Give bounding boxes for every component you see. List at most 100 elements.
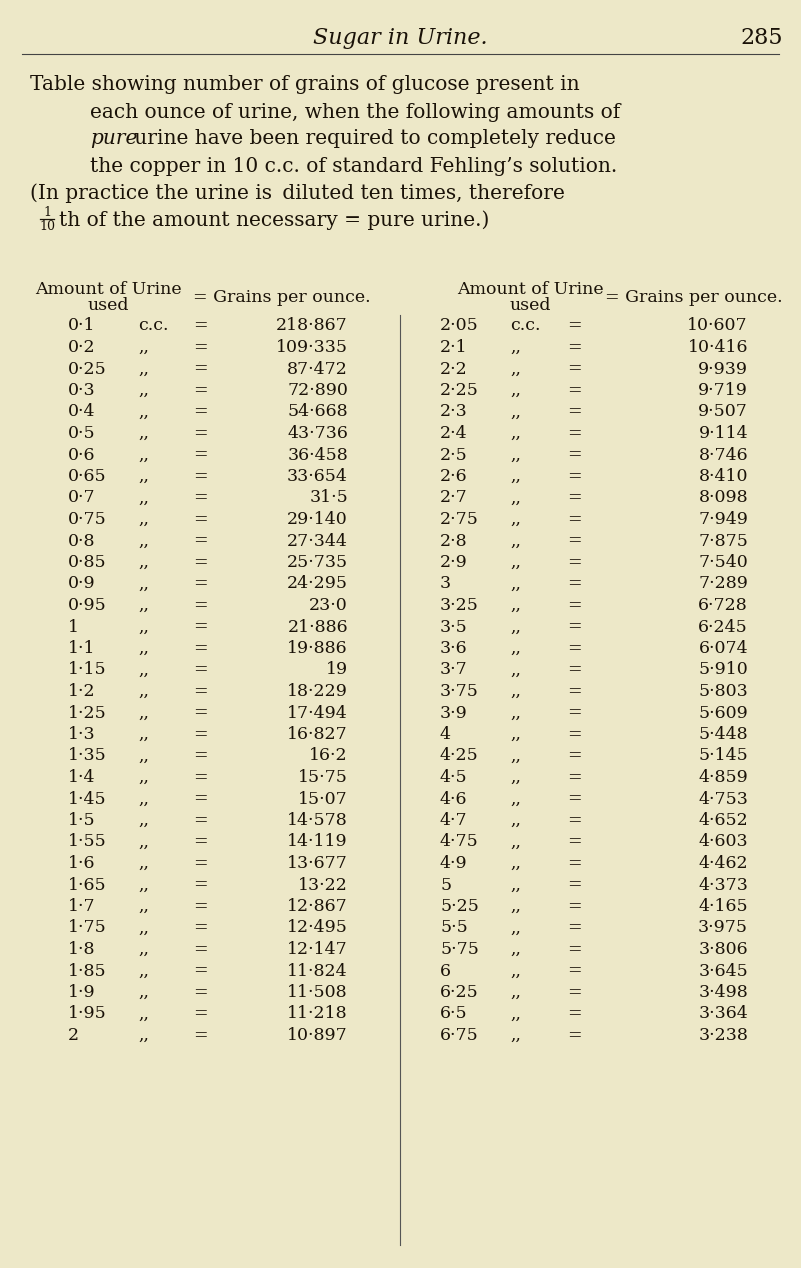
Text: 2·3: 2·3 bbox=[440, 403, 468, 421]
Text: ,,: ,, bbox=[510, 403, 521, 421]
Text: 10·416: 10·416 bbox=[687, 339, 748, 356]
Text: =: = bbox=[193, 533, 207, 549]
Text: =: = bbox=[566, 425, 582, 443]
Text: =: = bbox=[193, 403, 207, 421]
Text: 27·344: 27·344 bbox=[287, 533, 348, 549]
Text: 25·735: 25·735 bbox=[287, 554, 348, 571]
Text: 3·75: 3·75 bbox=[440, 683, 479, 700]
Text: =: = bbox=[566, 790, 582, 808]
Text: 14·578: 14·578 bbox=[288, 812, 348, 829]
Text: ,,: ,, bbox=[138, 446, 149, 464]
Text: =: = bbox=[566, 1006, 582, 1022]
Text: 9·719: 9·719 bbox=[698, 382, 748, 399]
Text: 0·7: 0·7 bbox=[68, 489, 95, 506]
Text: 36·458: 36·458 bbox=[288, 446, 348, 464]
Text: 2·05: 2·05 bbox=[440, 317, 479, 335]
Text: 23·0: 23·0 bbox=[309, 597, 348, 614]
Text: =: = bbox=[566, 768, 582, 786]
Text: =: = bbox=[193, 511, 207, 527]
Text: 3·498: 3·498 bbox=[698, 984, 748, 1000]
Text: =: = bbox=[566, 339, 582, 356]
Text: 9·507: 9·507 bbox=[698, 403, 748, 421]
Text: 7·875: 7·875 bbox=[698, 533, 748, 549]
Text: ,,: ,, bbox=[138, 360, 149, 378]
Text: 6: 6 bbox=[440, 962, 451, 979]
Text: 3·238: 3·238 bbox=[698, 1027, 748, 1044]
Text: 7·540: 7·540 bbox=[698, 554, 748, 571]
Text: = Grains per ounce.: = Grains per ounce. bbox=[606, 289, 783, 307]
Text: ,,: ,, bbox=[138, 489, 149, 506]
Text: 1·2: 1·2 bbox=[68, 683, 95, 700]
Text: ,,: ,, bbox=[510, 941, 521, 959]
Text: =: = bbox=[566, 1027, 582, 1044]
Text: 9·114: 9·114 bbox=[698, 425, 748, 443]
Text: 4: 4 bbox=[440, 727, 451, 743]
Text: =: = bbox=[566, 489, 582, 506]
Text: 21·886: 21·886 bbox=[288, 619, 348, 635]
Text: ,,: ,, bbox=[510, 533, 521, 549]
Text: =: = bbox=[566, 511, 582, 527]
Text: =: = bbox=[193, 317, 207, 335]
Text: 13·22: 13·22 bbox=[298, 876, 348, 894]
Text: 1·75: 1·75 bbox=[68, 919, 107, 937]
Text: =: = bbox=[566, 941, 582, 959]
Text: (In practice the urine is  diluted ten times, therefore: (In practice the urine is diluted ten ti… bbox=[30, 183, 565, 203]
Text: =: = bbox=[193, 576, 207, 592]
Text: c.c.: c.c. bbox=[510, 317, 541, 335]
Text: 18·229: 18·229 bbox=[287, 683, 348, 700]
Text: 3·7: 3·7 bbox=[440, 662, 468, 678]
Text: 1·4: 1·4 bbox=[68, 768, 95, 786]
Text: =: = bbox=[193, 468, 207, 484]
Text: 6·5: 6·5 bbox=[440, 1006, 468, 1022]
Text: 4·859: 4·859 bbox=[698, 768, 748, 786]
Text: ,,: ,, bbox=[510, 662, 521, 678]
Text: ,,: ,, bbox=[510, 446, 521, 464]
Text: 6·728: 6·728 bbox=[698, 597, 748, 614]
Text: ,,: ,, bbox=[510, 1006, 521, 1022]
Text: =: = bbox=[566, 533, 582, 549]
Text: 1·35: 1·35 bbox=[68, 748, 107, 765]
Text: 2·25: 2·25 bbox=[440, 382, 479, 399]
Text: =: = bbox=[566, 446, 582, 464]
Text: =: = bbox=[193, 962, 207, 979]
Text: ,,: ,, bbox=[138, 403, 149, 421]
Text: 2·2: 2·2 bbox=[440, 360, 468, 378]
Text: ,,: ,, bbox=[138, 576, 149, 592]
Text: ,,: ,, bbox=[510, 705, 521, 721]
Text: 0·9: 0·9 bbox=[68, 576, 95, 592]
Text: 4·462: 4·462 bbox=[698, 855, 748, 872]
Text: 5·75: 5·75 bbox=[440, 941, 479, 959]
Text: =: = bbox=[193, 640, 207, 657]
Text: Amount of Urine: Amount of Urine bbox=[457, 281, 603, 298]
Text: 5·803: 5·803 bbox=[698, 683, 748, 700]
Text: 87·472: 87·472 bbox=[287, 360, 348, 378]
Text: ,,: ,, bbox=[138, 790, 149, 808]
Text: ,,: ,, bbox=[510, 768, 521, 786]
Text: ,,: ,, bbox=[138, 1006, 149, 1022]
Text: =: = bbox=[193, 683, 207, 700]
Text: =: = bbox=[566, 683, 582, 700]
Text: Amount of Urine: Amount of Urine bbox=[34, 281, 181, 298]
Text: ,,: ,, bbox=[510, 727, 521, 743]
Text: 19·886: 19·886 bbox=[288, 640, 348, 657]
Text: 0·25: 0·25 bbox=[68, 360, 107, 378]
Text: 6·245: 6·245 bbox=[698, 619, 748, 635]
Text: 54·668: 54·668 bbox=[288, 403, 348, 421]
Text: 2·8: 2·8 bbox=[440, 533, 468, 549]
Text: 11·824: 11·824 bbox=[288, 962, 348, 979]
Text: 12·495: 12·495 bbox=[287, 919, 348, 937]
Text: =: = bbox=[193, 597, 207, 614]
Text: 15·75: 15·75 bbox=[298, 768, 348, 786]
Text: 29·140: 29·140 bbox=[288, 511, 348, 527]
Text: ,,: ,, bbox=[138, 619, 149, 635]
Text: =: = bbox=[566, 619, 582, 635]
Text: 1·15: 1·15 bbox=[68, 662, 107, 678]
Text: 1·45: 1·45 bbox=[68, 790, 107, 808]
Text: ,,: ,, bbox=[138, 597, 149, 614]
Text: ,,: ,, bbox=[138, 511, 149, 527]
Text: 7·949: 7·949 bbox=[698, 511, 748, 527]
Text: ,,: ,, bbox=[510, 468, 521, 484]
Text: =: = bbox=[566, 919, 582, 937]
Text: 3·9: 3·9 bbox=[440, 705, 468, 721]
Text: 5·5: 5·5 bbox=[440, 919, 468, 937]
